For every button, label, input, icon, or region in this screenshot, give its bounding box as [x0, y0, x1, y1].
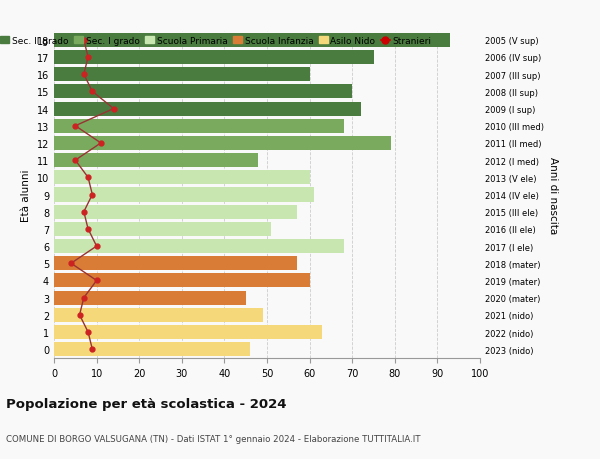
- Bar: [54, 171, 310, 185]
- Legend: Sec. II grado, Sec. I grado, Scuola Primaria, Scuola Infanzia, Asilo Nido, Stran: Sec. II grado, Sec. I grado, Scuola Prim…: [0, 37, 431, 45]
- Bar: [54, 240, 344, 253]
- Bar: [54, 68, 310, 82]
- Bar: [54, 342, 250, 357]
- Bar: [54, 137, 391, 151]
- Bar: [54, 308, 263, 322]
- Bar: [54, 222, 271, 236]
- Bar: [54, 154, 259, 168]
- Bar: [54, 205, 297, 219]
- Bar: [54, 102, 361, 116]
- Bar: [54, 257, 297, 271]
- Text: COMUNE DI BORGO VALSUGANA (TN) - Dati ISTAT 1° gennaio 2024 - Elaborazione TUTTI: COMUNE DI BORGO VALSUGANA (TN) - Dati IS…: [6, 434, 421, 443]
- Y-axis label: Età alunni: Età alunni: [21, 169, 31, 221]
- Bar: [54, 51, 373, 65]
- Bar: [54, 325, 322, 339]
- Bar: [54, 34, 450, 48]
- Bar: [54, 85, 352, 99]
- Bar: [54, 291, 246, 305]
- Y-axis label: Anni di nascita: Anni di nascita: [548, 157, 558, 234]
- Bar: [54, 119, 344, 134]
- Bar: [54, 188, 314, 202]
- Bar: [54, 274, 310, 288]
- Text: Popolazione per età scolastica - 2024: Popolazione per età scolastica - 2024: [6, 397, 287, 410]
